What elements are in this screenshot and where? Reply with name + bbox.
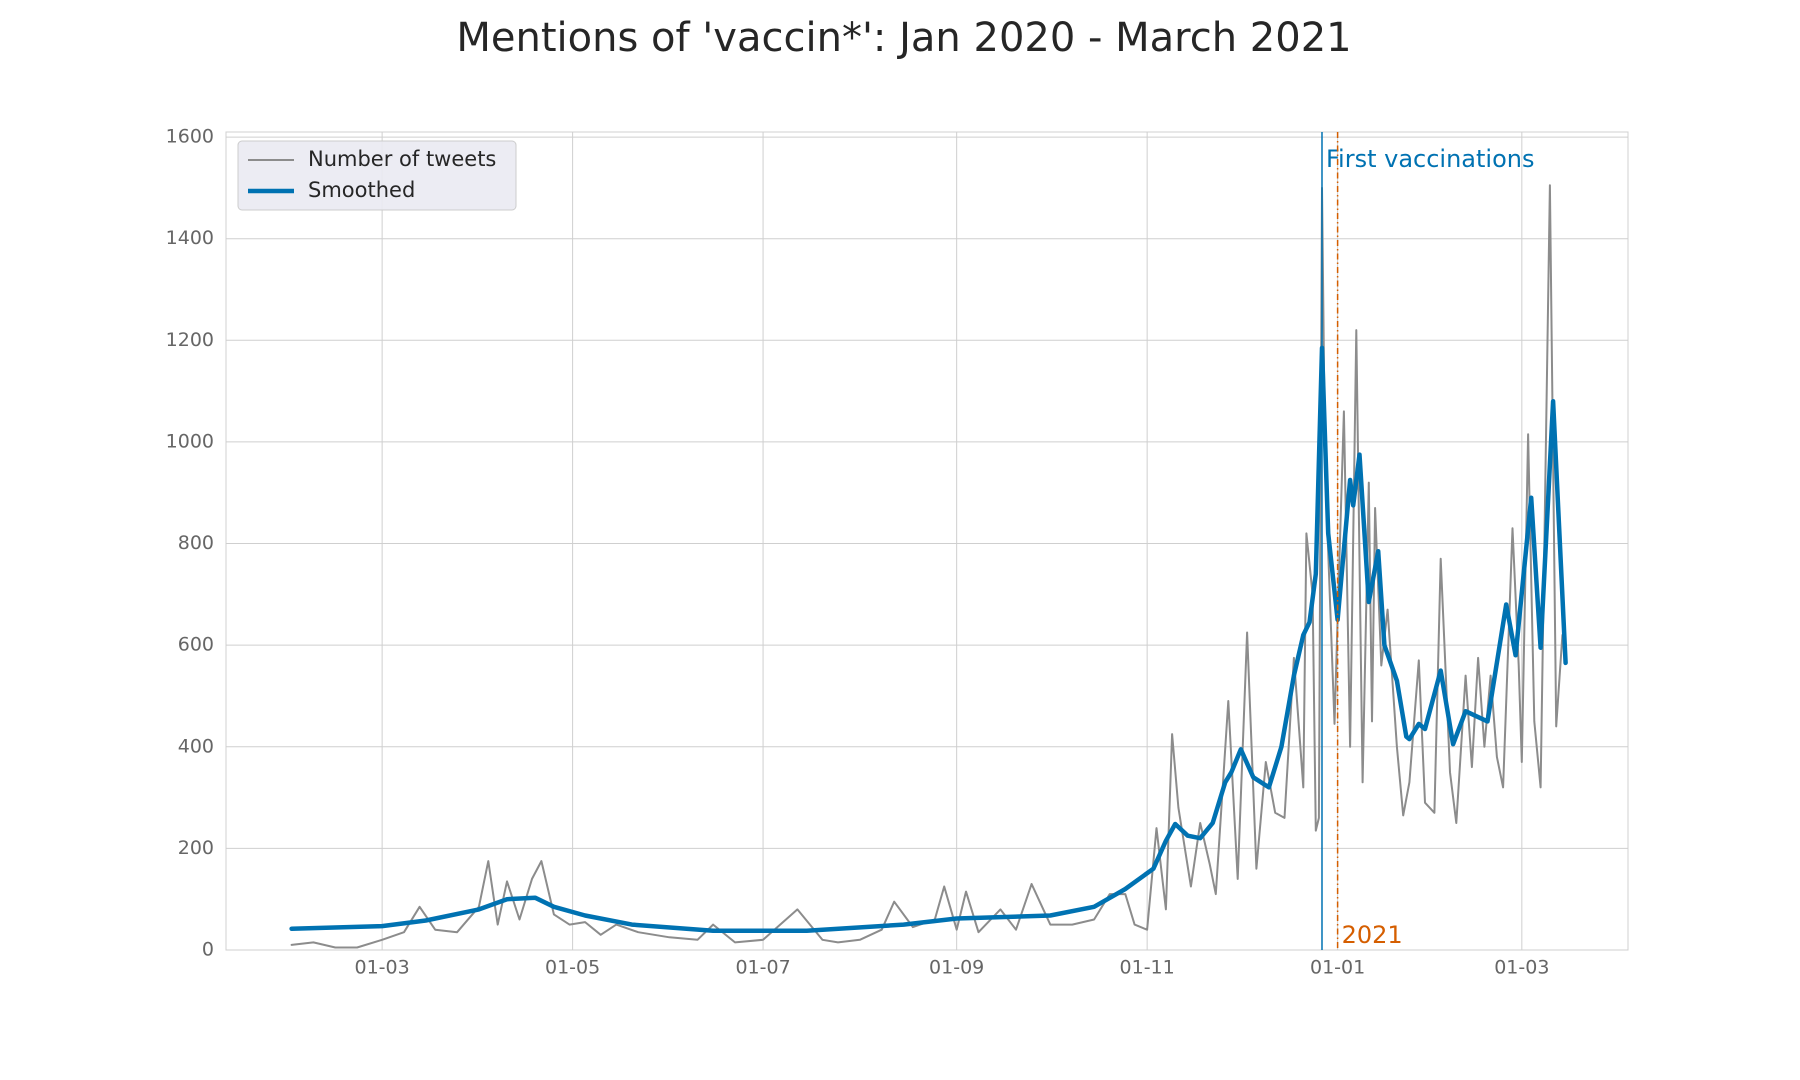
- x-tick-label: 01-11: [1120, 957, 1175, 979]
- annotation-label: 2021: [1342, 921, 1403, 949]
- x-tick-label: 01-01: [1310, 957, 1365, 979]
- legend-label: Number of tweets: [308, 147, 496, 171]
- chart-title: Mentions of 'vaccin*': Jan 2020 - March …: [456, 15, 1351, 61]
- x-tick-label: 01-07: [735, 957, 790, 979]
- legend: Number of tweets Smoothed: [237, 140, 517, 211]
- plot-area: [225, 131, 1629, 951]
- legend-box: [237, 140, 517, 211]
- x-tick-label: 01-05: [545, 957, 600, 979]
- x-tick-label: 01-03: [355, 957, 410, 979]
- y-tick-label: 800: [178, 532, 214, 554]
- y-tick-label: 1200: [166, 329, 214, 351]
- y-tick-label: 200: [178, 837, 214, 859]
- annotation-label: First vaccinations: [1326, 145, 1535, 173]
- series-line: [289, 345, 1568, 933]
- y-tick-label: 600: [178, 634, 214, 656]
- x-tick-label: 01-09: [929, 957, 984, 979]
- x-tick-label: 01-03: [1494, 957, 1549, 979]
- y-tick-label: 0: [202, 939, 214, 961]
- legend-label: Smoothed: [308, 178, 415, 202]
- series-line: [290, 184, 1564, 949]
- y-tick-label: 1600: [166, 126, 214, 148]
- y-tick-label: 1400: [166, 227, 214, 249]
- y-tick-label: 400: [178, 735, 214, 757]
- y-tick-label: 1000: [166, 430, 214, 452]
